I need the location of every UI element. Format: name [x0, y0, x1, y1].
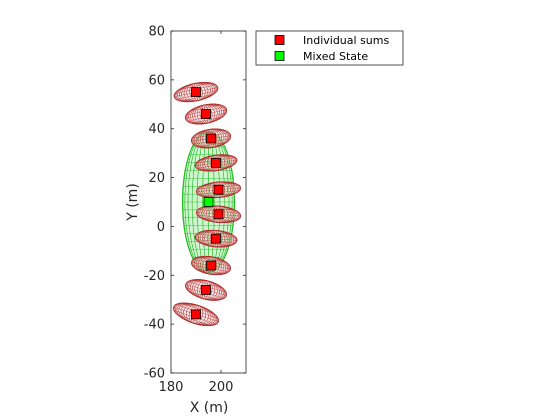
- mixed-state-marker: [203, 197, 214, 207]
- x-axis-label: X (m): [190, 400, 229, 416]
- individual-sum-marker: [206, 133, 216, 144]
- y-tick-label: 60: [148, 73, 165, 88]
- y-axis-label: Y (m): [125, 183, 141, 222]
- individual-ellipsoid-lon-line: [194, 154, 238, 172]
- legend-marker: [274, 35, 285, 45]
- individual-ellipsoid-lon-line: [196, 181, 241, 198]
- y-tick-label: 0: [157, 220, 165, 235]
- individual-sum-marker: [191, 309, 201, 320]
- individual-ellipsoid-lon-line: [173, 82, 219, 103]
- y-tick-label: 40: [148, 122, 165, 137]
- individual-sum-marker: [191, 87, 201, 97]
- individual-ellipsoid-lon-line: [194, 229, 238, 248]
- legend-marker: [274, 51, 285, 61]
- individual-sum-marker: [211, 158, 221, 168]
- individual-ellipsoid-lon-line: [196, 205, 241, 223]
- plot-area: -60 -40 -20 0 20 40 60 80 180 200: [144, 25, 247, 395]
- y-tick-label: 20: [148, 171, 165, 186]
- individual-ellipsoid-lon-line: [173, 302, 219, 326]
- x-tick-label: 180: [159, 380, 184, 395]
- individual-ellipsoid-lon-line: [191, 128, 231, 149]
- x-tick-label: 200: [209, 380, 234, 395]
- legend-label: Individual sums: [303, 34, 389, 47]
- individual-ellipsoid-lon-line: [191, 256, 231, 276]
- y-tick-label: 80: [148, 25, 165, 40]
- individual-sum-marker: [206, 260, 216, 271]
- y-tick-label: -60: [144, 367, 165, 382]
- individual-sum-marker: [201, 109, 211, 119]
- y-tick-label: -20: [144, 269, 165, 284]
- individual-sum-marker: [213, 209, 224, 220]
- individual-sum-marker: [201, 285, 211, 295]
- individual-ellipsoid-lon-line: [185, 103, 227, 125]
- individual-sum-marker: [213, 184, 224, 195]
- individual-ellipsoid-lon-line: [185, 279, 227, 301]
- legend: Individual sums Mixed State: [255, 30, 404, 66]
- y-tick-label: -40: [144, 318, 165, 333]
- axes-frame: [170, 30, 247, 374]
- legend-label: Mixed State: [303, 50, 368, 63]
- individual-sum-marker: [211, 233, 221, 244]
- individual-ellipsoid: [190, 128, 232, 149]
